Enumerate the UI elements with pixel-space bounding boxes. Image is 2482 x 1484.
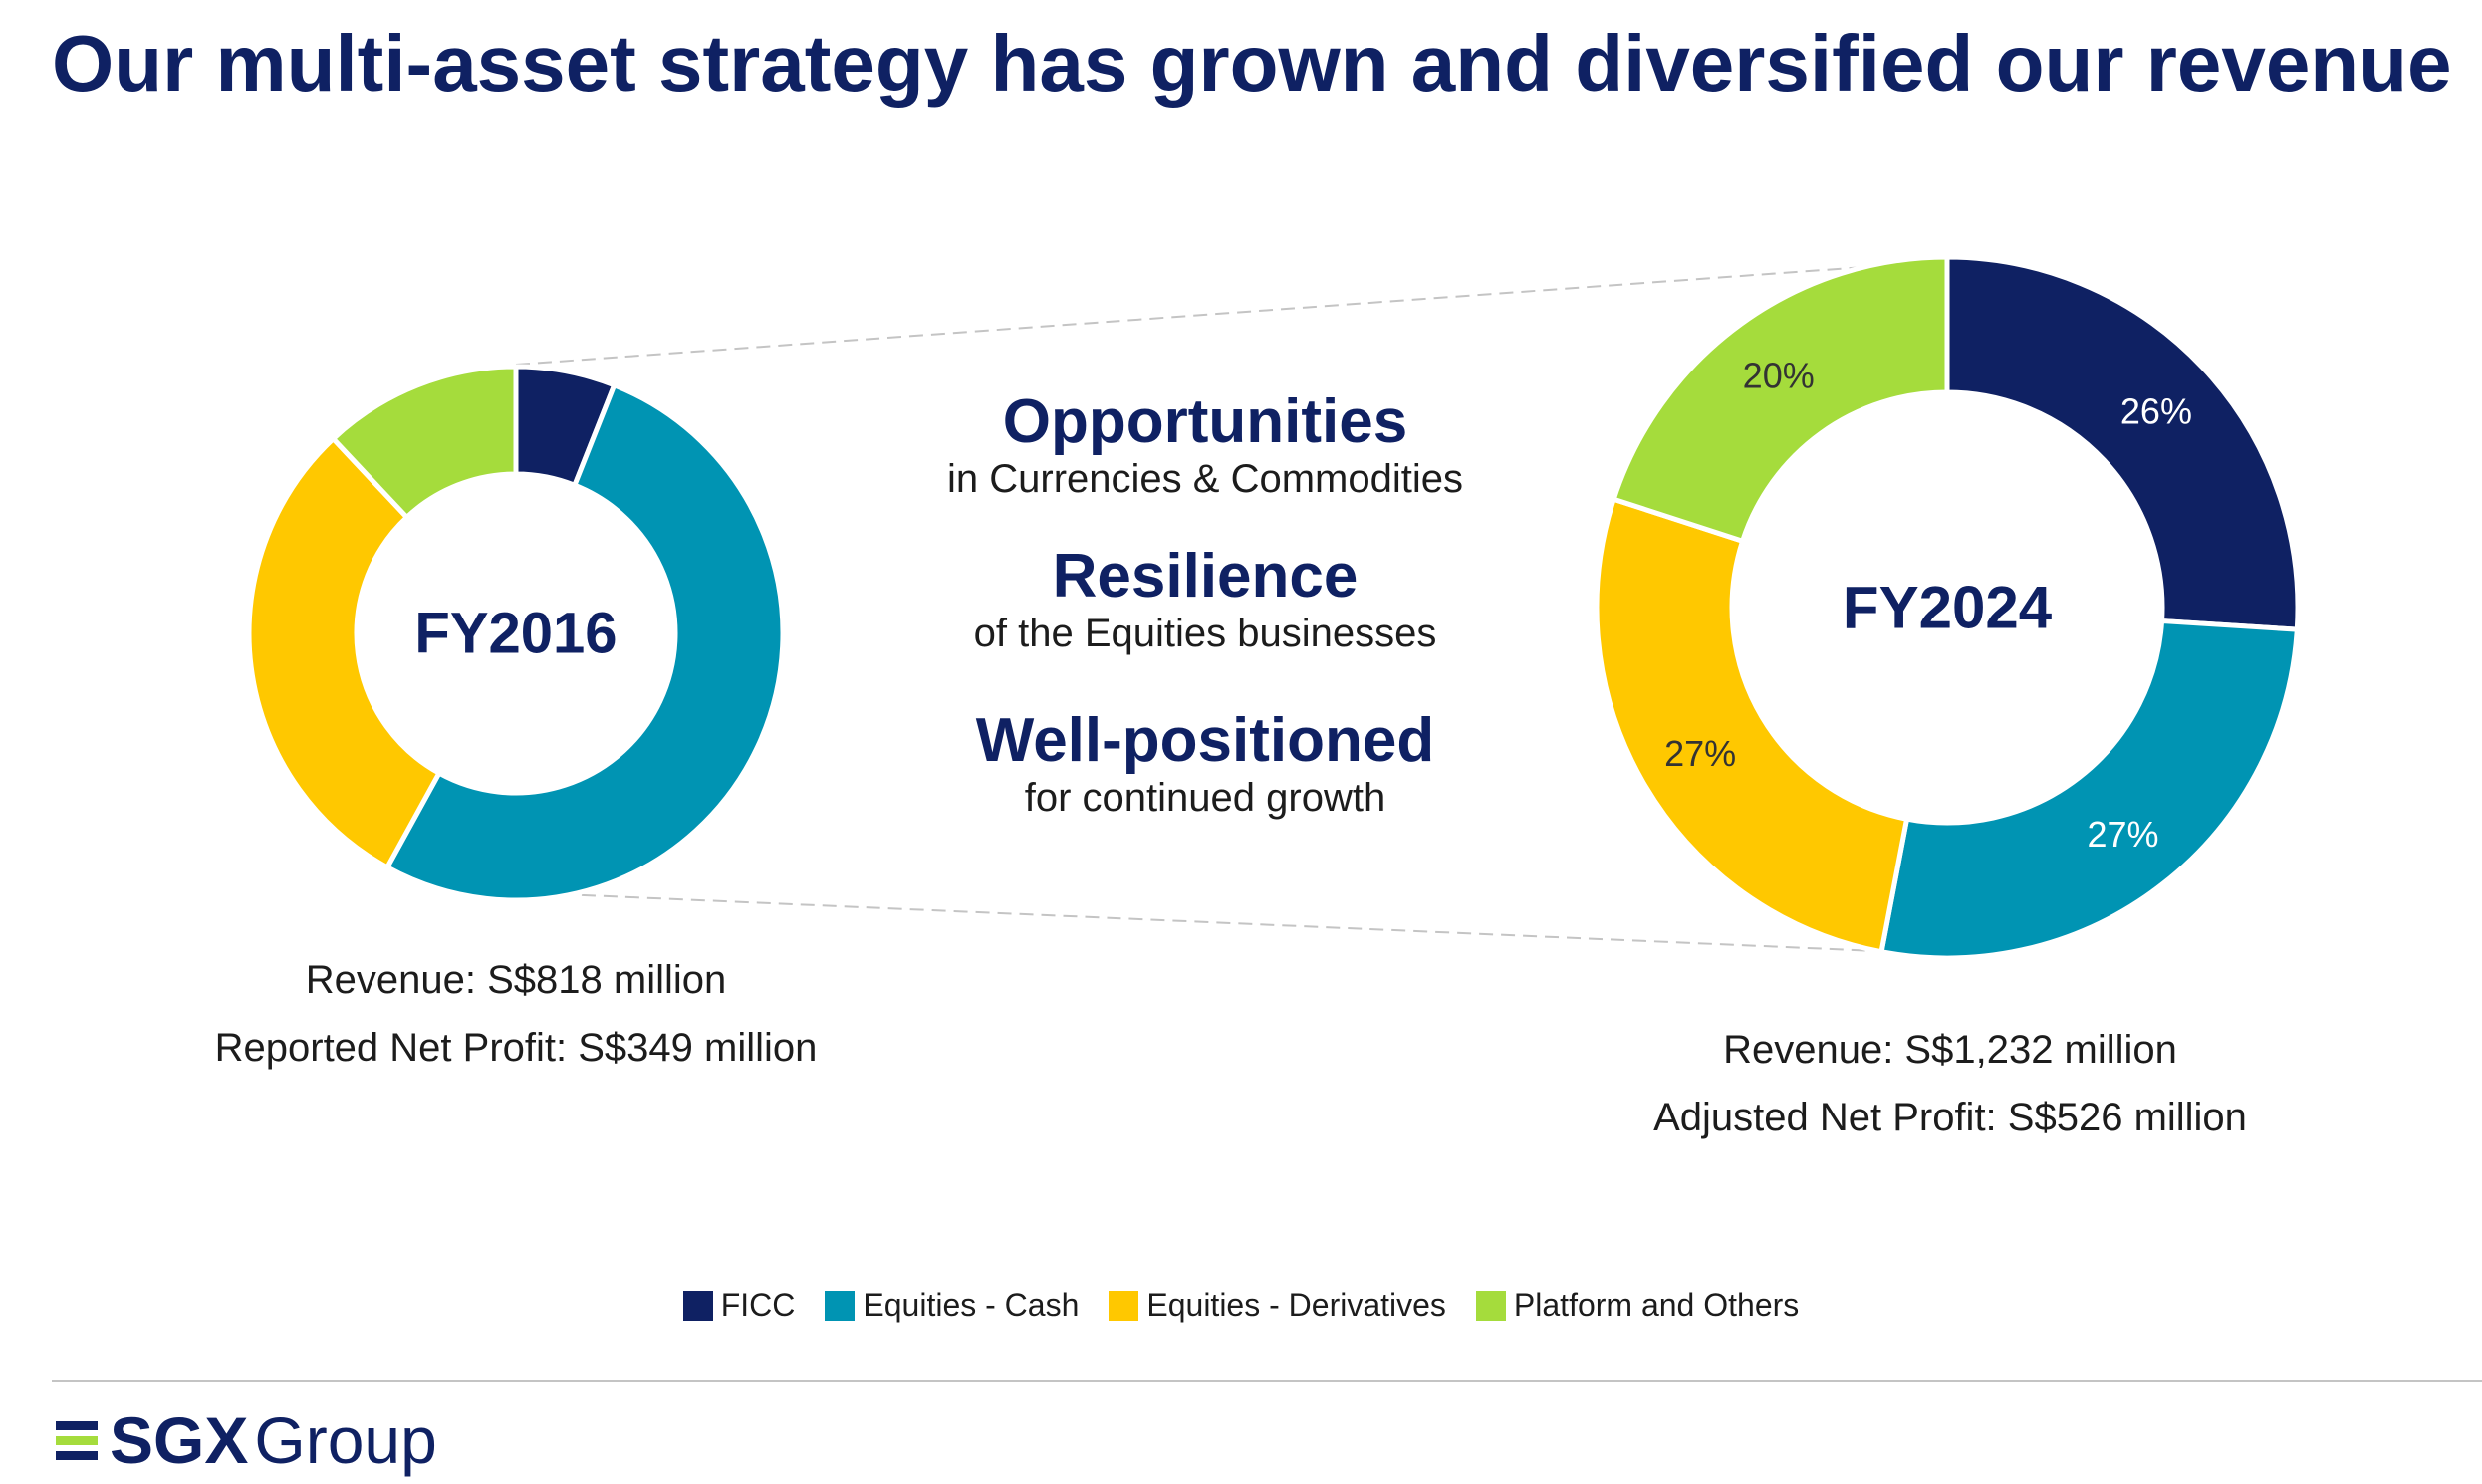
legend-item-ficc: FICC [682, 1287, 796, 1324]
data-label-equities-cash: 27% [2087, 814, 2158, 855]
fy2016-captions: Revenue: S$818 million Reported Net Prof… [118, 946, 914, 1082]
slice-platform-and-others [330, 364, 519, 521]
slice-equities-derivatives [1594, 496, 1910, 955]
legend-label: Equities - Derivatives [1146, 1287, 1446, 1323]
logo-text-strong: SGX [110, 1403, 249, 1477]
slice-platform-and-others [1611, 254, 1950, 545]
legend-label: Equities - Cash [863, 1287, 1080, 1323]
page-title: Our multi-asset strategy has grown and d… [52, 19, 2452, 108]
legend-swatch [825, 1290, 856, 1321]
data-label-equities-derivatives: 27% [1664, 733, 1736, 774]
legend-swatch [682, 1290, 713, 1321]
donut-fy2016: FY2016 [246, 364, 786, 903]
legend-swatch [1475, 1290, 1506, 1321]
legend-label: FICC [720, 1287, 796, 1323]
slice-equities-derivatives [246, 435, 443, 871]
data-label-ficc: 26% [2120, 390, 2192, 431]
slice-equities-cash [1878, 618, 2300, 961]
center-item-resilience: Resilience of the Equities businesses [807, 541, 1604, 656]
fy2016-revenue: Revenue: S$818 million [305, 958, 727, 1002]
logo-mark-icon [56, 1420, 98, 1460]
center-subtext: for continued growth [1024, 776, 1386, 820]
data-label-platform-and-others: 20% [1743, 356, 1815, 396]
fy2024-net-profit: Adjusted Net Profit: S$526 million [1653, 1096, 2247, 1139]
fy2016-net-profit: Reported Net Profit: S$349 million [214, 1026, 818, 1070]
fy2024-captions: Revenue: S$1,232 million Adjusted Net Pr… [1552, 1016, 2349, 1151]
center-item-opportunities: Opportunities in Currencies & Commoditie… [807, 386, 1604, 502]
fy2024-revenue: Revenue: S$1,232 million [1723, 1028, 2177, 1072]
zoom-connector-top [515, 260, 1948, 366]
center-heading: Resilience [1052, 542, 1359, 611]
slice-ficc [1944, 254, 2301, 632]
zoom-connector-bottom [515, 891, 1948, 955]
legend-swatch [1109, 1290, 1139, 1321]
center-heading: Well-positioned [975, 706, 1435, 775]
center-item-well-positioned: Well-positioned for continued growth [807, 705, 1604, 821]
legend-item-equities-cash: Equities - Cash [825, 1287, 1079, 1324]
legend-label: Platform and Others [1513, 1287, 1800, 1323]
center-subtext: of the Equities businesses [973, 612, 1437, 655]
logo-text-rest: Group [254, 1403, 437, 1477]
center-heading: Opportunities [1002, 387, 1408, 456]
donut-fy2024: 26% 27% 27% 20% FY2024 [1594, 254, 2301, 961]
sgx-group-logo: SGX Group [56, 1402, 437, 1478]
chart-legend: FICC Equities - Cash Equities - Derivati… [0, 1287, 2482, 1324]
donut-center-label: FY2016 [414, 602, 617, 666]
donut-center-label: FY2024 [1843, 575, 2053, 641]
center-subtext: in Currencies & Commodities [947, 457, 1463, 501]
legend-item-equities-derivatives: Equities - Derivatives [1109, 1287, 1446, 1324]
legend-item-platform-others: Platform and Others [1475, 1287, 1800, 1324]
footer-divider [52, 1380, 2482, 1382]
slice-equities-cash [383, 381, 786, 903]
